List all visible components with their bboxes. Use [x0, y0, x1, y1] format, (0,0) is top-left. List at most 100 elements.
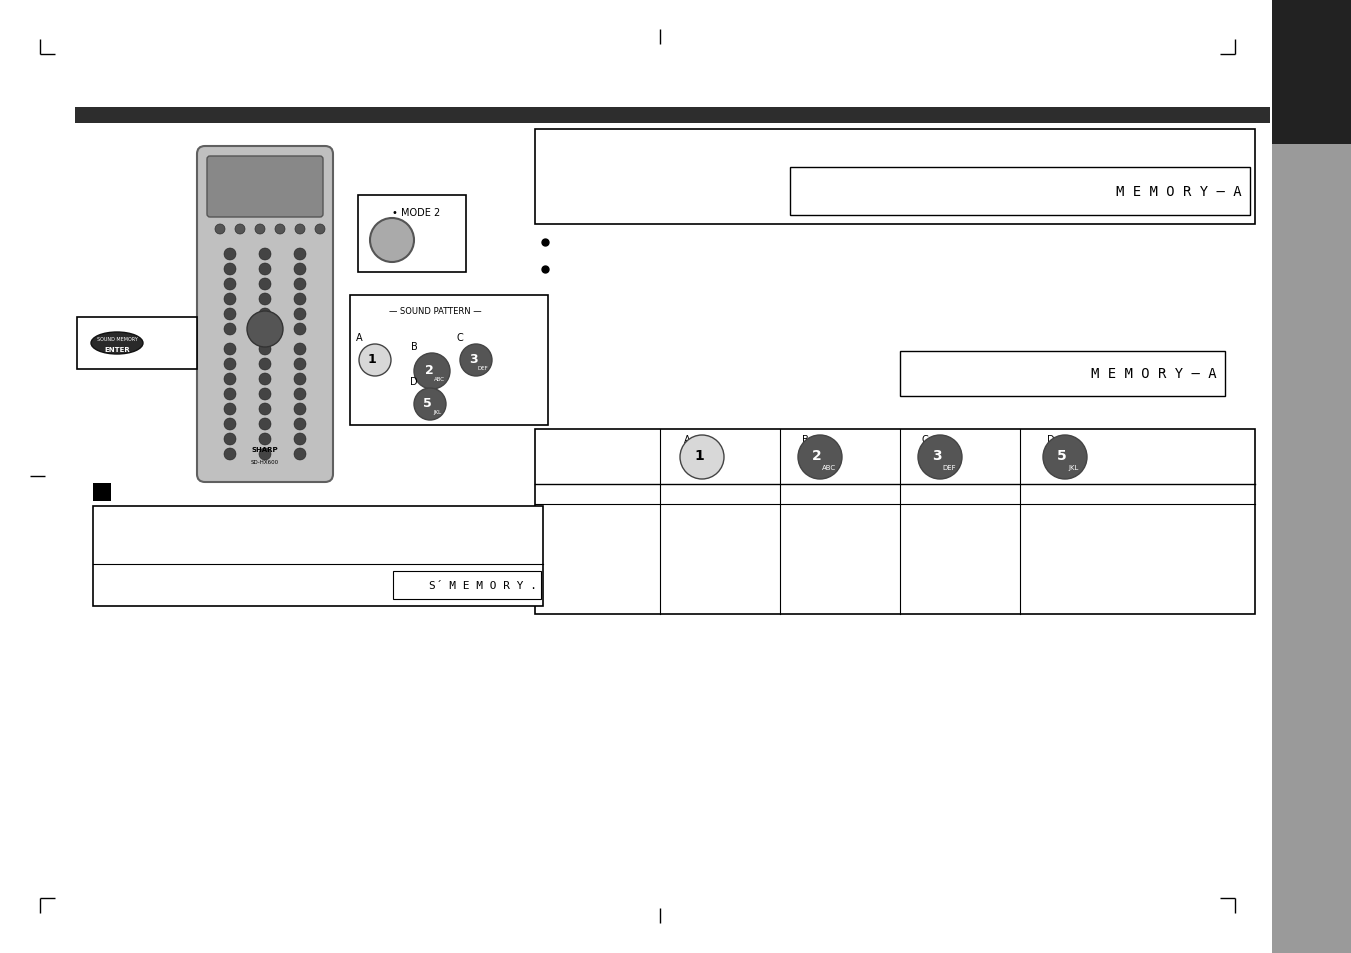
Text: C: C — [457, 333, 463, 343]
Bar — [76, 108, 1270, 124]
Text: JKL: JKL — [1069, 464, 1079, 471]
Circle shape — [295, 418, 305, 431]
Circle shape — [359, 345, 390, 376]
Circle shape — [295, 403, 305, 416]
Text: — SOUND PATTERN —: — SOUND PATTERN — — [389, 307, 481, 315]
Circle shape — [224, 358, 236, 371]
Bar — [1273, 0, 1351, 953]
Circle shape — [370, 219, 413, 263]
Circle shape — [295, 309, 305, 320]
Circle shape — [413, 389, 446, 420]
Circle shape — [259, 294, 272, 306]
Circle shape — [259, 324, 272, 335]
Text: D: D — [411, 376, 417, 387]
Circle shape — [295, 358, 305, 371]
Text: S´ M E M O R Y .: S´ M E M O R Y . — [430, 580, 536, 590]
Text: A: A — [684, 435, 690, 444]
Circle shape — [224, 389, 236, 400]
Bar — [358, 195, 466, 273]
Circle shape — [259, 249, 272, 261]
Text: D: D — [1047, 435, 1055, 444]
Bar — [900, 352, 1225, 396]
Circle shape — [255, 225, 265, 234]
Text: ABC: ABC — [434, 377, 444, 382]
Circle shape — [295, 249, 305, 261]
Text: M E M O R Y – A: M E M O R Y – A — [1092, 367, 1217, 381]
Bar — [393, 572, 540, 599]
Text: SOUND MEMORY: SOUND MEMORY — [96, 337, 138, 342]
Circle shape — [215, 225, 226, 234]
Bar — [93, 483, 111, 501]
Circle shape — [295, 225, 305, 234]
Circle shape — [224, 374, 236, 386]
Text: 3: 3 — [932, 449, 942, 462]
Text: 1: 1 — [694, 449, 704, 462]
Bar — [77, 317, 197, 370]
Circle shape — [224, 249, 236, 261]
Text: DEF: DEF — [942, 464, 955, 471]
Text: ABC: ABC — [821, 464, 836, 471]
Text: SHARP: SHARP — [251, 447, 278, 453]
Circle shape — [798, 436, 842, 479]
Bar — [790, 168, 1250, 215]
Circle shape — [224, 324, 236, 335]
Bar — [350, 295, 549, 426]
Circle shape — [259, 278, 272, 291]
Circle shape — [413, 354, 450, 390]
Bar — [535, 130, 1255, 225]
Text: ENTER: ENTER — [104, 347, 130, 353]
Circle shape — [224, 294, 236, 306]
Circle shape — [1043, 436, 1088, 479]
Circle shape — [259, 344, 272, 355]
Circle shape — [295, 449, 305, 460]
Circle shape — [224, 449, 236, 460]
Circle shape — [259, 264, 272, 275]
Circle shape — [459, 345, 492, 376]
Circle shape — [259, 449, 272, 460]
Text: B: B — [802, 435, 809, 444]
Ellipse shape — [91, 333, 143, 355]
Text: JKL: JKL — [432, 410, 440, 416]
Circle shape — [295, 264, 305, 275]
Circle shape — [224, 309, 236, 320]
Text: 2: 2 — [812, 449, 821, 462]
Circle shape — [276, 225, 285, 234]
Circle shape — [259, 434, 272, 446]
Text: SD-HX600: SD-HX600 — [251, 460, 280, 465]
Text: 5: 5 — [1056, 449, 1067, 462]
Circle shape — [224, 278, 236, 291]
Circle shape — [295, 278, 305, 291]
Bar — [93, 506, 543, 606]
Circle shape — [235, 225, 245, 234]
Text: M E M O R Y – A: M E M O R Y – A — [1116, 185, 1242, 199]
Circle shape — [295, 294, 305, 306]
Bar — [1273, 0, 1351, 145]
Text: DEF: DEF — [478, 366, 488, 371]
Circle shape — [680, 436, 724, 479]
Circle shape — [295, 389, 305, 400]
Text: C: C — [921, 435, 928, 444]
Circle shape — [224, 344, 236, 355]
Text: • MODE 2: • MODE 2 — [392, 208, 440, 218]
Circle shape — [295, 434, 305, 446]
Circle shape — [259, 403, 272, 416]
Text: B: B — [411, 341, 417, 352]
Circle shape — [917, 436, 962, 479]
Text: A: A — [355, 333, 362, 343]
Circle shape — [259, 418, 272, 431]
Text: 2: 2 — [424, 364, 434, 377]
Circle shape — [259, 374, 272, 386]
Circle shape — [295, 344, 305, 355]
Circle shape — [224, 264, 236, 275]
Text: 3: 3 — [469, 354, 477, 366]
Circle shape — [259, 309, 272, 320]
Circle shape — [224, 418, 236, 431]
Circle shape — [247, 312, 282, 348]
FancyBboxPatch shape — [207, 157, 323, 218]
Circle shape — [315, 225, 326, 234]
Text: 5: 5 — [423, 397, 431, 410]
Circle shape — [259, 389, 272, 400]
FancyBboxPatch shape — [197, 147, 332, 482]
Circle shape — [224, 403, 236, 416]
Circle shape — [224, 434, 236, 446]
